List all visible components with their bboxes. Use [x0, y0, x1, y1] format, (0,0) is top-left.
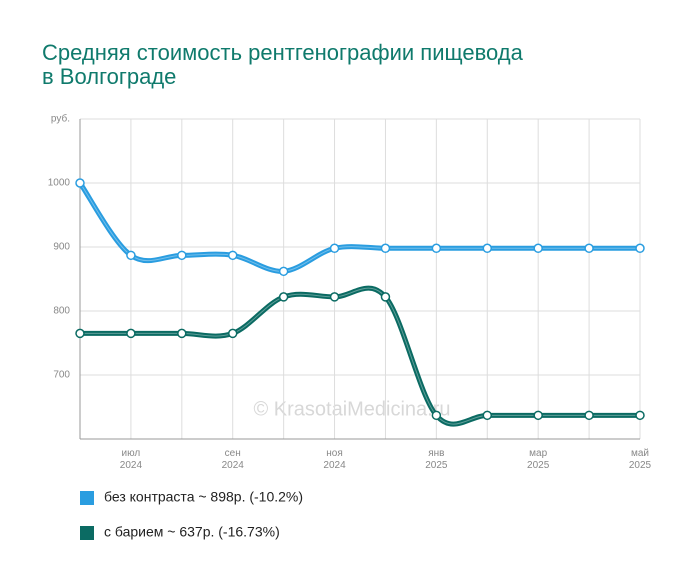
data-point	[635, 243, 645, 254]
data-point	[227, 250, 238, 261]
x-tick-label-line: 2025	[425, 460, 448, 471]
y-tick-label: руб.	[51, 113, 70, 125]
data-point	[431, 243, 442, 254]
x-tick-label: ноя 2024	[323, 448, 346, 471]
data-point	[584, 243, 594, 254]
x-tick-label-line: мар	[529, 448, 547, 459]
x-tick-label-line: май	[631, 448, 649, 459]
data-point	[227, 328, 238, 339]
data-point	[380, 292, 391, 302]
data-point	[278, 292, 289, 302]
data-point	[482, 243, 493, 254]
x-tick-label-line: 2025	[527, 460, 550, 471]
chart-title: в Волгограде	[42, 64, 176, 89]
x-tick-label: сен 2024	[222, 448, 245, 471]
data-point	[329, 292, 340, 302]
y-tick-label: 800	[53, 306, 70, 317]
data-point	[75, 328, 85, 339]
y-tick-label: 700	[53, 370, 70, 381]
data-point	[635, 410, 645, 421]
legend-swatch	[80, 491, 94, 505]
data-point	[177, 328, 187, 339]
data-point	[75, 178, 85, 188]
data-point	[329, 243, 340, 254]
data-point	[584, 410, 594, 421]
x-tick-label-line: ноя	[326, 448, 343, 459]
chart-title: Средняя стоимость рентгенографии пищевод…	[42, 40, 524, 65]
legend-label: с барием ~ 637р. (-16.73%)	[104, 524, 280, 540]
legend-swatch	[80, 526, 94, 540]
data-point	[482, 410, 493, 421]
x-tick-label-line: 2024	[323, 460, 346, 471]
data-point	[380, 243, 391, 254]
x-tick-label-line: 2024	[120, 460, 143, 471]
data-point	[431, 410, 442, 421]
x-tick-label: янв 2025	[425, 448, 448, 471]
y-tick-label: 900	[53, 242, 70, 253]
data-point	[177, 250, 187, 261]
data-point	[126, 328, 136, 339]
x-tick-label: мар 2025	[527, 448, 550, 471]
x-tick-label: май 2025	[629, 448, 652, 471]
y-tick-label: 1000	[48, 178, 71, 189]
x-tick-label-line: янв	[428, 448, 444, 459]
data-point	[126, 250, 136, 261]
x-tick-label-line: сен	[225, 448, 241, 459]
data-point	[533, 410, 543, 421]
x-tick-label-line: 2025	[629, 460, 652, 471]
data-point	[278, 266, 289, 277]
watermark: © KrasotaiMedicina.ru	[253, 398, 450, 420]
x-tick-label-line: 2024	[222, 460, 245, 471]
legend-label: без контраста ~ 898р. (-10.2%)	[104, 489, 303, 505]
x-tick-label: июл 2024	[120, 448, 143, 471]
data-point	[533, 243, 543, 254]
x-tick-label-line: июл	[122, 448, 141, 459]
series-line-stripe	[79, 182, 640, 272]
